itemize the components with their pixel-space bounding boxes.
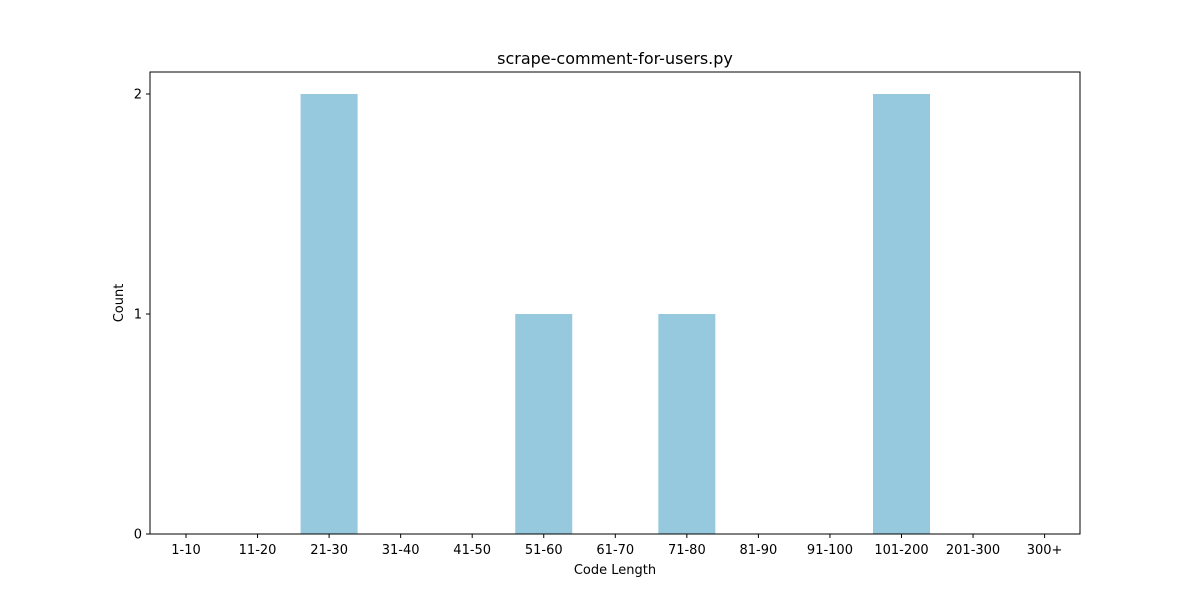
y-axis-ticks: 0 1 2 (134, 88, 150, 543)
x-tick-label: 71-80 (668, 543, 706, 558)
x-tick-label: 21-30 (310, 543, 348, 558)
y-tick-label: 1 (134, 308, 142, 323)
x-tick-label: 31-40 (382, 543, 420, 558)
x-tick-label: 11-20 (239, 543, 277, 558)
y-tick-label: 2 (134, 88, 142, 103)
x-axis-ticks: 1-10 11-20 21-30 31-40 41-50 51-60 61-70 71-80 8… (171, 534, 1062, 558)
x-tick-label: 101-200 (874, 543, 928, 558)
bar-71-80 (658, 314, 716, 534)
plot-frame (149, 71, 1081, 535)
x-tick-label: 41-50 (453, 543, 491, 558)
bar-51-60 (515, 314, 573, 534)
y-tick-label: 0 (134, 528, 142, 543)
bar-101-200 (873, 94, 930, 534)
x-tick-label: 81-90 (740, 543, 778, 558)
x-tick-label: 91-100 (807, 543, 853, 558)
chart-title: scrape-comment-for-users.py (497, 49, 733, 68)
bar-21-30 (300, 94, 358, 534)
x-tick-label: 61-70 (596, 543, 634, 558)
x-tick-label: 201-300 (946, 543, 1000, 558)
y-axis-label: Count (112, 284, 127, 323)
x-axis-label: Code Length (574, 563, 656, 578)
x-tick-label: 1-10 (171, 543, 201, 558)
x-tick-label: 300+ (1027, 543, 1063, 558)
x-tick-label: 51-60 (525, 543, 563, 558)
bars-layer (300, 94, 930, 534)
